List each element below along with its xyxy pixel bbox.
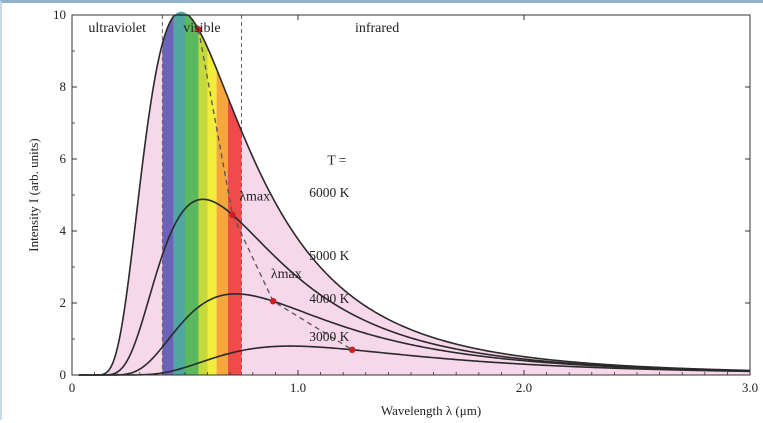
wien-locus <box>197 29 353 351</box>
text-layer: 0 1.0 2.0 3.0 0 2 4 6 8 10 Wavelength λ (μm) Intens… <box>26 7 758 418</box>
region-boundaries <box>161 15 242 375</box>
wien-locus-line <box>197 29 353 351</box>
lambda-max-label: λmax <box>271 267 302 282</box>
y-tick-label: 0 <box>60 367 67 382</box>
spectrum-band <box>207 47 217 375</box>
spectrum-bands <box>162 11 242 376</box>
temperature-label: T = <box>327 152 346 167</box>
spectrum-band <box>173 11 185 375</box>
series-label: 3000 K <box>309 329 349 344</box>
lambda-max-label: λmax <box>239 189 270 204</box>
peak-marker <box>195 26 202 33</box>
curves-layer <box>78 14 751 376</box>
spectrum-band <box>227 97 242 375</box>
series-label: 5000 K <box>309 248 349 263</box>
peak-marker <box>269 298 277 305</box>
series-label: 4000 K <box>309 291 349 306</box>
spectrum-band <box>185 12 199 376</box>
spectrum-band <box>216 69 228 375</box>
x-axis-label: Wavelength λ (μm) <box>381 403 481 418</box>
series-line <box>78 14 751 376</box>
y-tick-label: 6 <box>60 151 67 166</box>
x-tick-label: 3.0 <box>742 380 758 395</box>
series-line <box>78 345 751 376</box>
peak-marker <box>349 346 356 353</box>
spectrum-band <box>162 16 174 375</box>
region-label: ultraviolet <box>88 21 146 36</box>
region-label: infrared <box>355 21 399 36</box>
spectrum-band <box>198 29 208 376</box>
series-label: 6000 K <box>309 185 349 200</box>
peak-markers <box>195 26 356 353</box>
axes <box>71 14 751 376</box>
series-line <box>78 293 751 376</box>
y-tick-label: 2 <box>60 295 67 310</box>
y-tick-label: 10 <box>53 7 66 22</box>
x-tick-label: 1.0 <box>290 380 306 395</box>
peak-marker <box>229 211 236 218</box>
y-tick-label: 8 <box>60 79 67 94</box>
x-tick-label: 2.0 <box>516 380 532 395</box>
area-fill <box>78 15 750 375</box>
y-tick-label: 4 <box>60 223 67 238</box>
blackbody-chart: 0 1.0 2.0 3.0 0 2 4 6 8 10 Wavelength λ (μm) Intens… <box>26 7 758 418</box>
x-tick-label: 0 <box>69 380 76 395</box>
region-label: visible <box>183 21 220 36</box>
y-axis-label: Intensity I (arb. units) <box>26 138 41 251</box>
fill-layer <box>78 15 750 375</box>
